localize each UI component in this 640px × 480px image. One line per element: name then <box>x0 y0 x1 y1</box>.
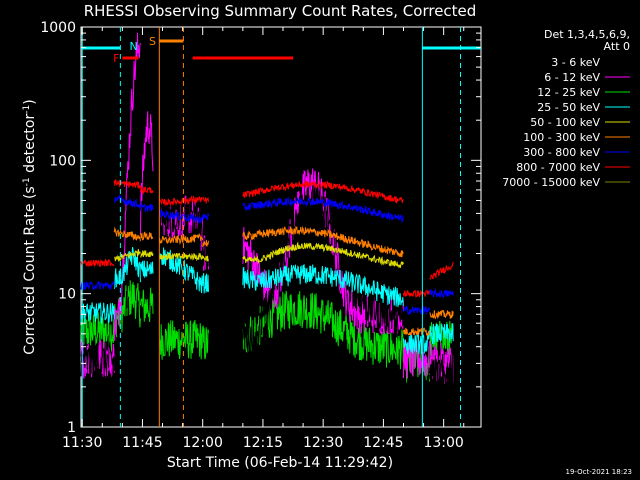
y-axis-label-end: ) <box>22 99 38 104</box>
series-line <box>403 333 430 355</box>
series-line <box>80 311 115 352</box>
series-line <box>80 341 115 382</box>
legend-label: 3 - 6 keV <box>551 56 600 69</box>
x-axis-label: Start Time (06-Feb-14 11:29:42) <box>167 455 393 471</box>
series-line <box>159 195 203 207</box>
series-100-300keV <box>113 225 454 337</box>
series-line <box>202 233 209 267</box>
y-tick-label: 1 <box>67 420 76 436</box>
series-line <box>159 319 204 360</box>
saa-label: S <box>149 35 156 48</box>
annotation-layer: FN S <box>81 27 481 427</box>
series-line <box>159 209 204 224</box>
x-tick-label: 12:15 <box>243 435 283 451</box>
series-line <box>202 240 209 248</box>
series-line <box>242 179 404 205</box>
y-axis: 1 10 100 1000 <box>40 20 481 436</box>
series-line <box>202 213 209 221</box>
x-axis: 11:30 11:45 12:00 12:15 12:30 12:45 13:00 <box>62 27 465 451</box>
series-line <box>429 309 454 320</box>
series-line <box>242 241 404 268</box>
legend-label: 12 - 25 keV <box>537 86 600 99</box>
generated-timestamp: 19-Oct-2021 18:23 <box>566 468 632 476</box>
legend-label: 300 - 800 keV <box>523 146 600 159</box>
series-line-dropout <box>421 377 432 425</box>
series-50-100keV <box>114 241 404 268</box>
series-line <box>80 258 115 268</box>
y-axis-label-sup1: -1 <box>22 177 32 186</box>
series-line <box>139 287 154 323</box>
series-line <box>80 302 115 325</box>
series-line <box>139 185 154 195</box>
series-line <box>113 112 141 382</box>
series-line <box>113 247 141 289</box>
series-line <box>159 252 204 262</box>
series-line <box>202 325 209 360</box>
y-tick-label: 10 <box>58 287 76 303</box>
series-line <box>140 250 154 258</box>
series-line <box>139 260 154 278</box>
series-line <box>242 225 404 258</box>
y-tick-label: 1000 <box>40 20 76 36</box>
plot-area: FN S 11:30 11:45 12:00 12:15 12:30 12:45 13:00 … <box>40 20 482 451</box>
legend-label: 800 - 7000 keV <box>516 161 600 174</box>
x-tick-label: 12:00 <box>183 435 223 451</box>
series-line <box>429 261 454 280</box>
series-line <box>403 327 430 337</box>
series-line-dropout <box>110 375 123 421</box>
series-line <box>80 280 115 291</box>
series-line <box>139 111 154 235</box>
series-line <box>139 203 154 212</box>
legend-label: 50 - 100 keV <box>530 116 600 129</box>
y-axis-label-sup2: -1 <box>22 105 32 114</box>
y-tick-label: 100 <box>49 153 76 169</box>
series-line <box>403 367 430 407</box>
series-line <box>429 323 454 345</box>
series-line <box>403 289 430 299</box>
x-tick-label: 12:45 <box>363 435 403 451</box>
series-line <box>113 178 141 189</box>
chart-title: RHESSI Observing Summary Count Rates, Co… <box>84 2 477 20</box>
y-axis-label: Corrected Count Rate (s-1 detector-1) <box>22 99 38 354</box>
series-layer <box>80 32 454 425</box>
legend-label: 7000 - 15000 keV <box>502 176 600 189</box>
series-line <box>202 273 209 294</box>
series-line <box>139 231 154 241</box>
x-tick-label: 13:00 <box>423 435 463 451</box>
series-300-800keV <box>80 194 454 316</box>
legend-label: 25 - 50 keV <box>537 101 600 114</box>
series-line <box>114 248 141 262</box>
series-line <box>242 197 404 223</box>
series-line <box>113 32 141 342</box>
legend-label: 6 - 12 keV <box>544 71 600 84</box>
series-line <box>159 232 204 245</box>
legend-header-attenuator: Att 0 <box>604 40 630 53</box>
legend-label: 100 - 300 keV <box>523 131 600 144</box>
series-line <box>242 290 404 370</box>
series-line <box>202 196 209 204</box>
series-line <box>139 167 154 282</box>
night-label: N <box>129 40 137 53</box>
series-line <box>113 194 141 209</box>
series-line <box>202 255 209 262</box>
legend: Det 1,3,4,5,6,9, Att 0 3 - 6 keV 6 - 12 k… <box>502 28 630 189</box>
x-tick-label: 12:30 <box>303 435 343 451</box>
series-line <box>429 353 454 394</box>
plot-frame <box>80 26 482 428</box>
x-tick-label: 11:30 <box>62 435 102 451</box>
y-axis-label-mid: detector <box>22 114 38 178</box>
series-12-25keV <box>80 280 454 384</box>
series-800-7000keV <box>80 178 454 299</box>
legend-items: 3 - 6 keV 6 - 12 keV 12 - 25 keV 25 - 50 ke… <box>502 56 630 189</box>
series-line <box>429 287 454 299</box>
x-tick-label: 11:45 <box>122 435 162 451</box>
y-axis-label-main: Corrected Count Rate (s <box>22 186 38 354</box>
flare-label: F <box>113 52 119 65</box>
series-line <box>242 264 404 308</box>
legend-header-detectors: Det 1,3,4,5,6,9, <box>544 28 630 41</box>
series-line <box>113 226 141 242</box>
series-line <box>403 304 430 316</box>
